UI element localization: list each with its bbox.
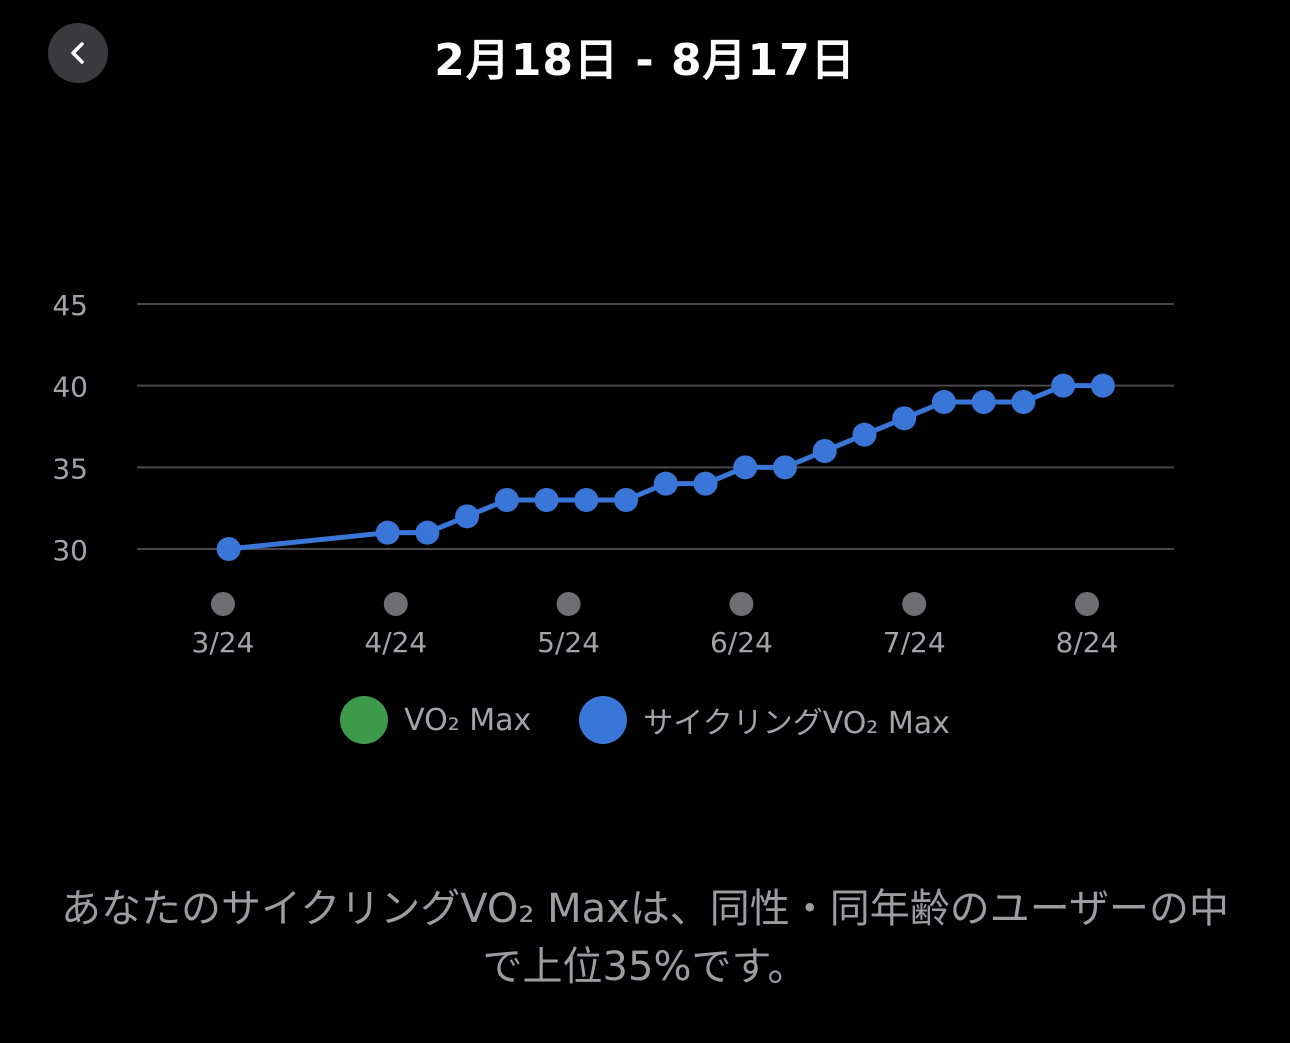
- data-point: [852, 422, 877, 447]
- legend-dot-vo2max: [340, 696, 389, 744]
- x-tick-dot: [729, 592, 754, 616]
- data-point: [415, 520, 440, 545]
- data-point: [574, 488, 599, 512]
- y-tick-label: 30: [52, 534, 88, 567]
- x-tick-label: 8/24: [1056, 626, 1119, 659]
- x-tick-label: 5/24: [537, 626, 600, 659]
- back-button[interactable]: [48, 23, 108, 83]
- percentile-summary-text: あなたのサイクリングVO₂ Maxは、同性・同年齢のユーザーの中で上位35%です…: [61, 886, 1229, 990]
- data-point: [693, 471, 718, 496]
- y-tick-label: 45: [52, 289, 88, 322]
- y-tick-label: 40: [52, 371, 88, 404]
- x-tick-label: 4/24: [364, 626, 427, 659]
- x-tick-dot: [383, 592, 408, 616]
- chevron-left-icon: [71, 42, 84, 64]
- data-point: [812, 439, 837, 463]
- x-tick-label: 7/24: [883, 626, 946, 659]
- page-title: 2月18日 - 8月17日: [434, 35, 856, 86]
- y-tick-label: 35: [52, 452, 88, 485]
- x-tick-dot: [211, 592, 235, 616]
- x-tick-label: 3/24: [192, 626, 255, 659]
- data-point: [216, 537, 241, 561]
- data-point: [971, 390, 996, 414]
- data-point: [1051, 373, 1076, 398]
- x-tick-dot: [902, 592, 927, 616]
- data-point: [455, 504, 480, 529]
- data-point: [931, 390, 956, 414]
- vo2max-line-chart: 45 40 35 30 3/24 4/24 5/24 6/24 7/24 8/24: [52, 289, 1174, 659]
- legend-dot-cycling-vo2max: [579, 696, 628, 744]
- data-point: [772, 455, 797, 480]
- legend-item-vo2max[interactable]: VO₂ Max: [340, 696, 531, 744]
- legend-label-vo2max: VO₂ Max: [404, 702, 532, 738]
- data-point: [534, 488, 559, 512]
- x-tick-dot: [556, 592, 581, 616]
- data-point: [1090, 373, 1115, 398]
- x-tick-dot: [1075, 592, 1099, 616]
- data-point: [375, 520, 400, 545]
- data-point: [892, 406, 917, 431]
- data-point: [653, 471, 678, 496]
- data-point: [494, 488, 519, 512]
- x-tick-label: 6/24: [710, 626, 773, 659]
- chart-legend: VO₂ Max サイクリングVO₂ Max: [0, 696, 1290, 744]
- legend-item-cycling-vo2max[interactable]: サイクリングVO₂ Max: [579, 696, 950, 744]
- data-point: [733, 455, 758, 480]
- legend-label-cycling-vo2max: サイクリングVO₂ Max: [643, 706, 950, 741]
- data-point: [614, 488, 639, 512]
- data-point: [1011, 390, 1036, 414]
